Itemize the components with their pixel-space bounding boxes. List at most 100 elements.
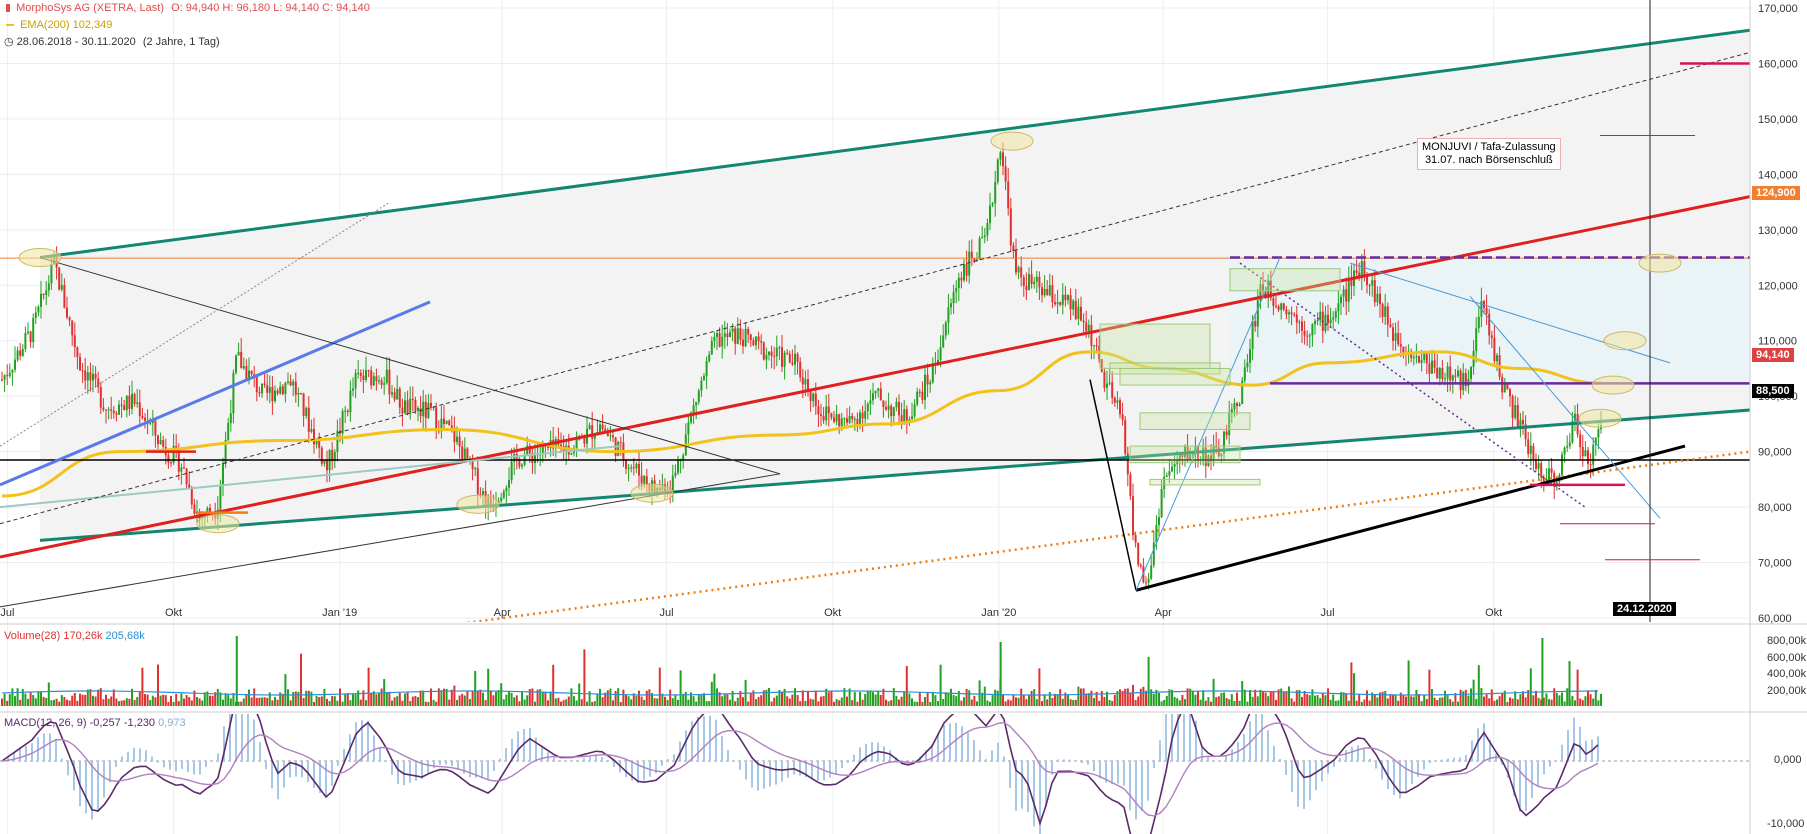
macd-histogram-bar [673, 754, 675, 761]
volume-bar [1051, 697, 1054, 706]
candle-body [1282, 303, 1285, 310]
candle-body [801, 377, 804, 385]
volume-bar [554, 698, 557, 706]
volume-bar [1480, 688, 1483, 706]
candle-body [942, 335, 945, 348]
volume-bar [276, 699, 279, 706]
macd-histogram-bar [1003, 756, 1005, 761]
volume-bar [994, 689, 997, 706]
candle-body [1581, 446, 1584, 457]
volume-bar [1457, 701, 1459, 706]
candle-body [1230, 409, 1233, 414]
candle-body [752, 340, 755, 346]
candle-body [822, 416, 825, 421]
volume-bar [378, 693, 380, 706]
teal-light-line [0, 445, 621, 509]
volume-bar [916, 701, 919, 706]
candle-body [1394, 332, 1397, 341]
volume-bar [1524, 697, 1527, 706]
macd-histogram-bar [409, 761, 411, 783]
candle-body [1373, 280, 1376, 303]
volume-bar [367, 667, 370, 706]
candle-body [1155, 525, 1158, 543]
candle-body [1259, 284, 1262, 301]
candle-body [700, 380, 703, 391]
volume-bar [1358, 693, 1361, 706]
volume-bar [318, 697, 321, 706]
candle-body [123, 405, 126, 411]
volume-bar [151, 695, 154, 706]
volume-bar [1308, 695, 1311, 706]
volume-bar [846, 696, 848, 706]
macd-histogram-bar [535, 737, 537, 761]
candle-body [1030, 274, 1033, 285]
annotation-box[interactable]: MONJUVI / Tafa-Zulassung 31.07. nach Bör… [1417, 138, 1561, 170]
volume-bar [492, 695, 495, 706]
candle-body [924, 374, 926, 400]
candle-body [570, 453, 573, 455]
candle-body [115, 413, 118, 415]
candle-body [1314, 321, 1316, 325]
candle-body [1561, 454, 1563, 475]
candle-body [154, 420, 157, 436]
candle-body [500, 497, 503, 502]
volume-bar [1241, 680, 1244, 706]
macd-histogram-bar [1021, 761, 1023, 809]
candle-body [890, 405, 893, 417]
volume-bar [1155, 689, 1158, 706]
ema-label: EMA(200) [20, 19, 70, 31]
volume-bar [240, 701, 243, 706]
volume-bar [859, 692, 861, 706]
volume-bar [861, 699, 864, 706]
volume-tick: 600,00k [1767, 651, 1807, 664]
volume-bar [905, 665, 908, 706]
trend-drawings [0, 0, 1750, 622]
volume-bar [1212, 678, 1215, 706]
volume-bar [1537, 697, 1540, 706]
candle-body [955, 288, 958, 292]
macd-histogram-bar [511, 738, 513, 761]
annotation-line2: 31.07. nach Börsenschluß [1424, 154, 1553, 166]
volume-bar [1496, 699, 1498, 706]
volume-bar [924, 697, 926, 706]
volume-bar [224, 693, 227, 706]
candle-body [40, 293, 42, 307]
macd-histogram-bar [205, 761, 207, 768]
candle-body [1236, 403, 1238, 406]
volume-bar [1298, 689, 1301, 706]
candle-body [73, 335, 76, 348]
volume-bar [1259, 690, 1262, 706]
candle-body [1337, 303, 1340, 312]
macd-histogram-bar [1417, 761, 1419, 777]
macd-histogram-bar [1015, 761, 1017, 811]
candle-body [149, 423, 152, 425]
volume-bar [1189, 688, 1192, 706]
candle-body [71, 320, 74, 336]
candle-body [227, 423, 230, 440]
volume-bar [214, 692, 217, 706]
candle-body [687, 422, 690, 435]
macd-histogram-bar [1519, 761, 1521, 812]
volume-bar [24, 693, 27, 706]
candle-body [151, 420, 154, 424]
macd-title: MACD(12, 26, 9) [4, 717, 87, 729]
volume-bar [752, 690, 755, 706]
volume-bar [843, 688, 846, 706]
candle-body [68, 317, 71, 321]
volume-bar [1236, 692, 1238, 706]
volume-bar [1368, 700, 1371, 706]
candle-body [531, 453, 534, 464]
volume-bar [1532, 695, 1535, 706]
macd-histogram-bar [1501, 761, 1503, 765]
candle-body [344, 410, 347, 412]
candle-body [1485, 307, 1488, 314]
candle-body [1267, 280, 1270, 299]
candle-body [1446, 366, 1449, 379]
candle-body [898, 401, 900, 416]
macd-histogram-bar [949, 723, 951, 761]
candle-body [430, 402, 432, 408]
candle-body [1376, 293, 1379, 303]
candle-body [1191, 454, 1194, 456]
highlight-ellipse [196, 514, 240, 534]
